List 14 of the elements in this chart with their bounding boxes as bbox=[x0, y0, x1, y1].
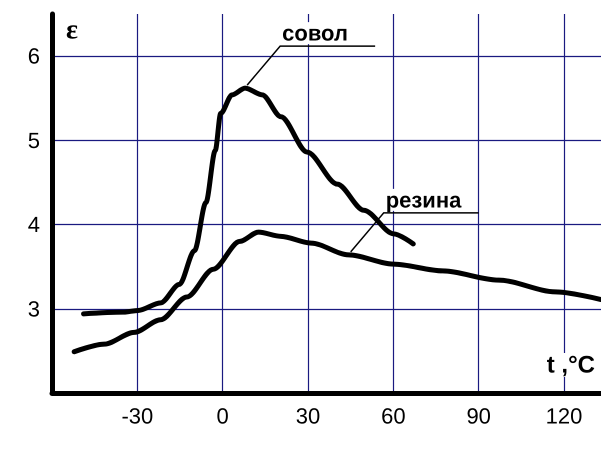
y-axis-title: ε bbox=[66, 14, 78, 46]
x-tick-label: 120 bbox=[546, 404, 582, 428]
x-axis-title: t ,°C bbox=[546, 352, 595, 378]
text: резина bbox=[386, 187, 462, 212]
x-tick-label: 0 bbox=[216, 404, 229, 428]
x-tick-label: 90 bbox=[466, 404, 491, 428]
text: совол bbox=[282, 20, 348, 46]
y-tick-label: 5 bbox=[28, 128, 40, 153]
x-tick-label: 60 bbox=[381, 404, 406, 428]
x-tick-label: -30 bbox=[121, 404, 154, 428]
x-tick-label: 30 bbox=[296, 404, 320, 428]
y-tick-label: 6 bbox=[28, 44, 40, 69]
y-tick-label: 4 bbox=[28, 212, 40, 238]
y-tick-label: 3 bbox=[28, 296, 40, 322]
